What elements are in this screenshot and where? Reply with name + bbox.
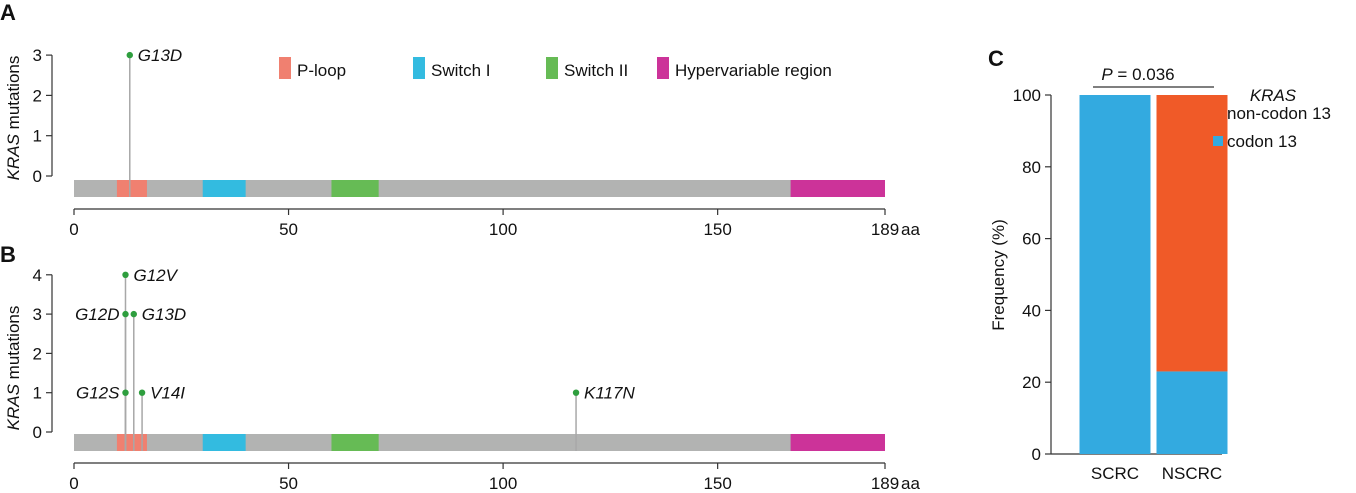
panel-a-plot: 0 1 2 3 0 50 100 150 189 aa G13D [33,46,921,239]
panel-b-y-tick-label: 0 [33,423,42,442]
panel-b-mutation-dot [138,389,146,396]
panel-a-letter: A [0,0,16,25]
panel-c-plot: 0 20 40 60 80 100 SCRC NSCRC non-codon 13 codon 1… [1013,86,1331,483]
panel-b-mutation-label: K117N [584,384,635,403]
panel-b-protein-backbone [74,434,885,451]
panel-a-ylabel-rest: mutations [4,56,23,134]
panel-c-pvalue-p: P [1101,65,1113,84]
panel-b-y-tick-label: 3 [33,305,42,324]
panel-c-y-tick-label: 80 [1022,158,1041,177]
domain-legend-label: P-loop [297,61,346,80]
panel-a-mutation-label: G13D [138,46,182,65]
panel-a-x-tick-label: 150 [703,220,731,239]
panel-b-domain-p-loop [116,434,147,451]
panel-a-domain-switch-ii [331,180,379,197]
panel-a-protein-backbone [74,180,885,197]
panel-c-bar-nscrc-codon-13 [1156,371,1228,454]
panel-c-legend-label: codon 13 [1227,132,1297,151]
domain-legend-label: Switch II [564,61,628,80]
panel-c-legend-label: non-codon 13 [1227,104,1331,123]
domain-legend-swatch [413,57,425,79]
panel-a-x-tick-label: 100 [489,220,517,239]
panel-c-x-tick-label: NSCRC [1162,464,1222,483]
panel-b-x-unit: aa [901,474,920,493]
panel-a-ylabel-gene: KRAS [4,133,23,180]
panel-b-mutation-dot [122,271,129,278]
domain-legend-swatch [279,57,291,79]
panel-a-y-tick-label: 1 [33,127,42,146]
panel-a-domain-switch-i [202,180,246,197]
panel-b-letter: B [0,242,16,267]
panel-b-y-tick-label: 1 [33,384,42,403]
panel-a-domain-p-loop [116,180,147,197]
panel-b-x-tick-label: 50 [279,474,298,493]
panel-a-domain-hypervariable-region [790,180,885,197]
panel-c-legend-title: KRAS [1250,86,1297,105]
panel-b-plot: 0 1 2 3 4 0 50 100 150 189 aa G12V G12D G13D G12S V14I K… [33,266,921,493]
panel-c-pvalue: P = 0.036 [1101,65,1174,84]
panel-c-legend-swatch [1213,108,1223,118]
panel-c-y-tick-label: 0 [1032,445,1041,464]
panel-b-x-tick-label: 189 [871,474,899,493]
panel-a-x-tick-label: 50 [279,220,298,239]
panel-a-ylabel: KRAS mutations [4,56,23,181]
panel-c-x-tick-label: SCRC [1091,464,1139,483]
panel-c-legend-swatch [1213,136,1223,146]
panel-b-x-tick-label: 150 [703,474,731,493]
panel-a-x-tick-label: 0 [69,220,78,239]
domain-legend-label: Switch I [431,61,491,80]
panel-b-ylabel-gene: KRAS [4,383,23,430]
domain-legend: P-loop Switch I Switch II Hypervariable reg… [279,57,832,80]
panel-b-mutation-dot [122,310,129,318]
panel-a-y-tick-label: 3 [33,46,42,65]
panel-b-mutation-label: G12V [133,266,178,285]
panel-a-mutation-dot [126,51,133,59]
panel-b-mutation-label: G12D [75,305,119,324]
panel-b-mutation-label: G12S [76,384,120,403]
panel-b-mutation-dot [572,389,580,396]
panel-b-x-tick-label: 0 [69,474,78,493]
panel-c-y-tick-label: 20 [1022,373,1041,392]
panel-a-y-tick-label: 2 [33,86,42,105]
panel-b-mutation-label: V14I [150,384,185,403]
panel-b-ylabel: KRAS mutations [4,306,23,431]
panel-b-y-tick-label: 2 [33,344,42,363]
domain-legend-swatch [546,57,558,79]
panel-c-y-tick-label: 60 [1022,230,1041,249]
panel-c-ylabel: Frequency (%) [989,219,1008,330]
domain-legend-label: Hypervariable region [675,61,832,80]
panel-a-x-tick-label: 189 [871,220,899,239]
domain-legend-swatch [657,57,669,79]
panel-b-mutation-dot [122,389,129,396]
panel-c-y-tick-label: 100 [1013,86,1041,105]
panel-a-x-unit: aa [901,220,920,239]
panel-c-letter: C [988,46,1004,71]
panel-c-pvalue-text: = 0.036 [1113,65,1175,84]
panel-b-ylabel-rest: mutations [4,306,23,384]
panel-b-domain-switch-i [202,434,246,451]
panel-b-y-tick-label: 4 [33,266,42,285]
panel-c-y-tick-label: 40 [1022,301,1041,320]
panel-b-domain-hypervariable-region [790,434,885,451]
panel-b-mutation-label: G13D [142,305,186,324]
panel-b-x-tick-label: 100 [489,474,517,493]
panel-a-y-tick-label: 0 [33,167,42,186]
panel-b-domain-switch-ii [331,434,379,451]
panel-c-bar-scrc-codon-13 [1079,95,1151,454]
panel-b-mutation-dot [130,310,137,318]
